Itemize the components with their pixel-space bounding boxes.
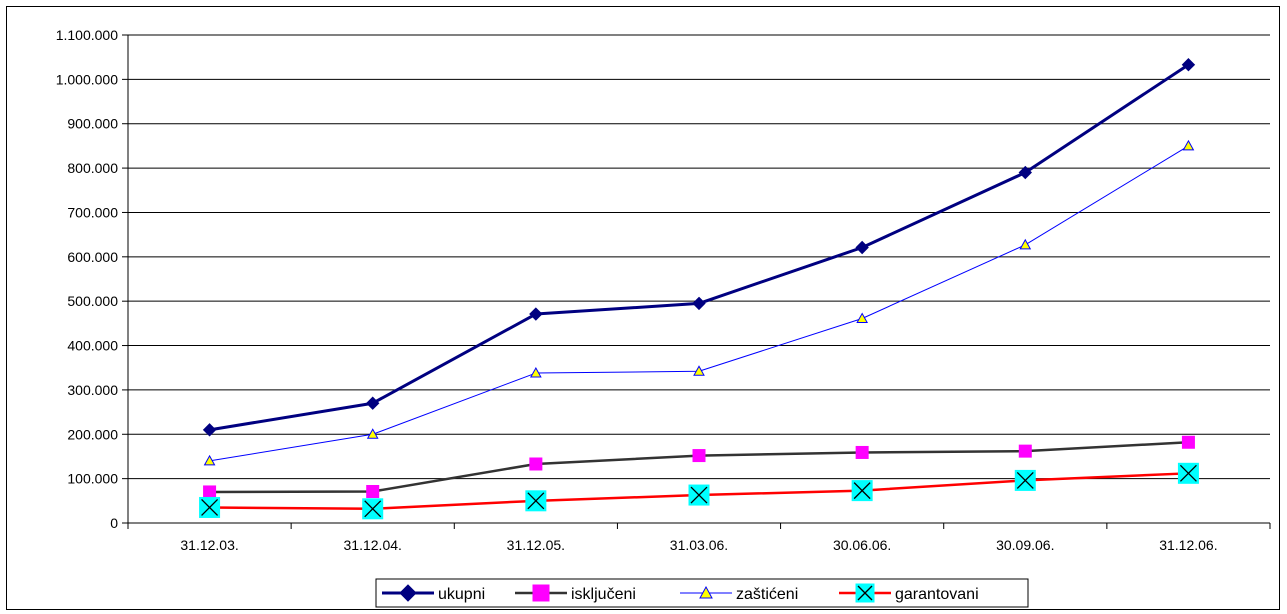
point-marker <box>1181 58 1196 72</box>
gridlines <box>128 34 1270 480</box>
point-marker <box>399 584 417 602</box>
y-tick-label: 800.000 <box>67 160 118 176</box>
legend-item-isključeni: isključeni <box>515 584 636 603</box>
point-marker <box>856 312 868 323</box>
y-tick-label: 900.000 <box>67 116 118 132</box>
point-marker <box>529 307 543 321</box>
x-tick-label: 30.09.06. <box>996 537 1054 553</box>
point-marker <box>530 367 542 378</box>
y-tick-label: 100.000 <box>67 471 118 487</box>
point-marker-cross <box>853 482 871 500</box>
legend-label: zaštićeni <box>736 586 798 603</box>
point-marker <box>529 457 543 471</box>
point-marker <box>202 423 217 437</box>
x-tick-label: 31.03.06. <box>670 537 728 553</box>
point-marker-cross <box>1016 471 1034 489</box>
x-tick-label: 30.06.06. <box>833 537 891 553</box>
y-tick-label: 1.000.000 <box>56 71 118 87</box>
point-marker <box>532 584 550 602</box>
point-marker <box>203 454 216 466</box>
series-ukupni <box>202 58 1196 437</box>
legend: ukupni isključeni zaštićeni garantovani <box>375 578 1029 608</box>
point-marker-cross <box>857 585 873 601</box>
legend-item-ukupni: ukupni <box>382 584 485 603</box>
legend-label: ukupni <box>438 586 485 603</box>
x-tick-label: 31.12.06. <box>1159 537 1217 553</box>
point-marker <box>692 449 706 463</box>
x-tick-label: 31.12.05. <box>507 537 565 553</box>
point-marker <box>366 396 380 410</box>
y-tick-label: 1.100.000 <box>56 27 118 43</box>
legend-item-garantovani: garantovani <box>839 583 979 603</box>
legend-label: isključeni <box>571 586 636 603</box>
point-marker <box>203 485 217 499</box>
point-marker <box>1018 165 1032 180</box>
point-marker-cross <box>1179 464 1197 482</box>
point-marker <box>1019 238 1032 250</box>
point-marker <box>855 240 869 255</box>
x-tick-label: 31.12.03. <box>180 537 238 553</box>
y-tick-label: 300.000 <box>67 382 118 398</box>
legend-item-zaštićeni: zaštićeni <box>680 585 798 603</box>
point-marker-cross <box>364 500 382 518</box>
point-marker <box>366 428 379 439</box>
point-marker <box>693 365 705 376</box>
point-marker <box>855 445 869 459</box>
y-tick-label: 700.000 <box>67 204 118 220</box>
y-tick-label: 400.000 <box>67 338 118 354</box>
series-garantovani <box>199 462 1199 520</box>
series-zaštićeni <box>203 139 1195 466</box>
point-marker-cross <box>690 486 708 504</box>
series-lines <box>199 58 1199 520</box>
point-marker <box>692 296 706 311</box>
y-tick-label: 600.000 <box>67 249 118 265</box>
point-marker-cross <box>201 499 219 516</box>
y-tick-label: 200.000 <box>67 426 118 442</box>
point-marker-cross <box>527 492 545 510</box>
axes: 0 100.000 200.000 300.000 400.000 500.000 600.… <box>56 27 1271 553</box>
series-isključeni <box>203 435 1195 499</box>
point-marker <box>366 485 380 499</box>
point-marker <box>1181 435 1195 449</box>
x-tick-label: 31.12.04. <box>344 537 402 553</box>
point-marker <box>699 585 713 599</box>
y-tick-label: 0 <box>110 515 118 531</box>
y-tick-label: 500.000 <box>67 293 118 309</box>
point-marker <box>1018 444 1032 458</box>
legend-label: garantovani <box>895 586 979 603</box>
point-marker <box>1182 139 1195 151</box>
